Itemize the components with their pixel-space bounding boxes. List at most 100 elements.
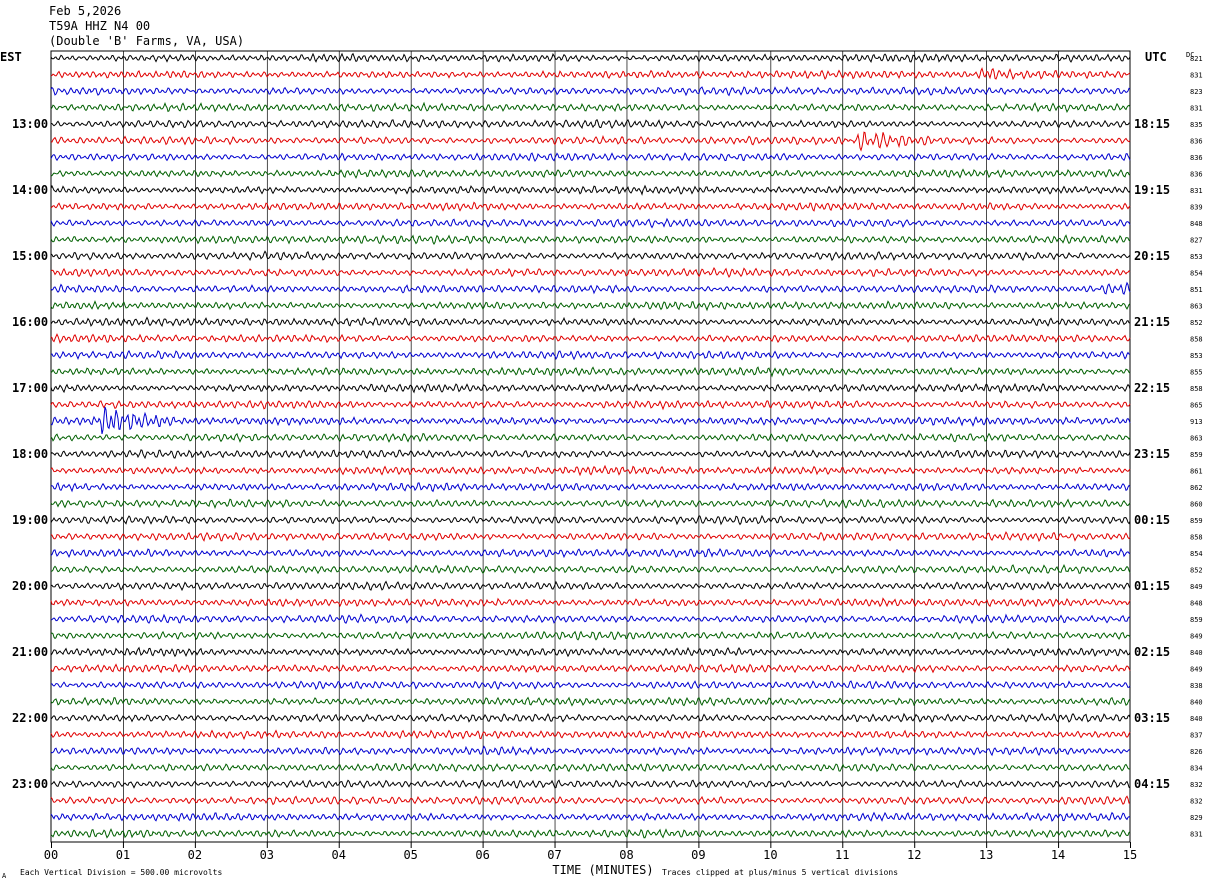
trace-row-22 — [50, 406, 1131, 435]
dc-offset-label: 835 — [1190, 121, 1203, 129]
x-tick-label: 06 — [475, 848, 489, 862]
right-hour-label: 23:15 — [1134, 447, 1170, 461]
right-hour-label: 04:15 — [1134, 777, 1170, 791]
trace-row-20 — [50, 382, 1131, 394]
dc-offset-label: 829 — [1190, 814, 1203, 822]
left-hour-label: 16:00 — [12, 315, 48, 329]
dc-offset-label: 863 — [1190, 303, 1203, 311]
trace-row-17 — [50, 333, 1131, 344]
trace-row-40 — [50, 712, 1131, 723]
left-hour-label: 17:00 — [12, 381, 48, 395]
dc-offset-label: 848 — [1190, 600, 1203, 608]
trace-row-43 — [50, 762, 1131, 773]
trace-row-41 — [50, 729, 1131, 740]
right-hour-label: 22:15 — [1134, 381, 1170, 395]
station-label: T59A HHZ N4 00 — [49, 19, 151, 33]
plot-frame — [50, 50, 1131, 843]
trace-row-6 — [50, 152, 1131, 163]
trace-row-8 — [50, 184, 1131, 196]
trace-row-24 — [50, 449, 1131, 460]
x-tick-label: 13 — [979, 848, 993, 862]
trace-row-27 — [50, 498, 1131, 509]
dc-offset-label: 823 — [1190, 88, 1203, 96]
left-hour-label: 21:00 — [12, 645, 48, 659]
dc-offset-label: 854 — [1190, 270, 1203, 278]
x-tick-label: 05 — [403, 848, 417, 862]
trace-row-11 — [50, 234, 1131, 245]
trace-row-29 — [50, 531, 1131, 543]
trace-row-32 — [50, 580, 1131, 592]
dc-offset-label: 848 — [1190, 220, 1203, 228]
dc-offset-label: 831 — [1190, 105, 1203, 113]
dc-offset-label: 839 — [1190, 204, 1203, 212]
dc-offset-label: 863 — [1190, 435, 1203, 443]
dc-offset-label: 861 — [1190, 468, 1203, 476]
dc-offset-label: 827 — [1190, 237, 1203, 245]
dc-offset-label: 836 — [1190, 171, 1203, 179]
right-hour-label: 01:15 — [1134, 579, 1170, 593]
trace-row-15 — [50, 300, 1131, 312]
x-tick-label: 10 — [763, 848, 777, 862]
x-tick-label: 01 — [116, 848, 130, 862]
dc-offset-label: 853 — [1190, 352, 1203, 360]
dc-offset-label: 840 — [1190, 715, 1203, 723]
x-axis-label: TIME (MINUTES) — [552, 863, 653, 877]
right-hour-label: 19:15 — [1134, 183, 1170, 197]
dc-offset-label: 832 — [1190, 781, 1203, 789]
trace-row-33 — [50, 597, 1131, 608]
trace-row-25 — [50, 464, 1131, 477]
dc-offset-label: 858 — [1190, 336, 1203, 344]
trace-row-23 — [50, 432, 1131, 443]
trace-row-3 — [50, 101, 1131, 113]
right-hour-label: 02:15 — [1134, 645, 1170, 659]
dc-offset-label: 851 — [1190, 286, 1203, 294]
trace-row-44 — [50, 779, 1131, 790]
x-tick-label: 04 — [332, 848, 346, 862]
left-hour-label: 14:00 — [12, 183, 48, 197]
dc-offset-label: 821 — [1190, 55, 1203, 63]
x-tick-label: 14 — [1051, 848, 1065, 862]
trace-row-26 — [50, 482, 1131, 493]
trace-row-35 — [50, 630, 1131, 641]
dc-offset-label: 858 — [1190, 385, 1203, 393]
x-tick-label: 09 — [691, 848, 705, 862]
dc-offset-label: 855 — [1190, 369, 1203, 377]
corner-mark: A — [2, 872, 7, 880]
trace-row-28 — [50, 514, 1131, 526]
right-hour-label: 18:15 — [1134, 117, 1170, 131]
dc-offset-label: 849 — [1190, 666, 1203, 674]
x-tick-label: 15 — [1123, 848, 1137, 862]
right-hour-label: 00:15 — [1134, 513, 1170, 527]
left-hour-label: 22:00 — [12, 711, 48, 725]
dc-offset-label: 859 — [1190, 451, 1203, 459]
left-hour-label: 23:00 — [12, 777, 48, 791]
trace-row-14 — [50, 281, 1131, 296]
right-hour-label: 21:15 — [1134, 315, 1170, 329]
left-timezone-label: EST — [0, 50, 22, 64]
dc-offset-label: 852 — [1190, 567, 1203, 575]
left-hour-label: 19:00 — [12, 513, 48, 527]
dc-header-label: DC — [1186, 51, 1194, 59]
dc-offset-label: 826 — [1190, 748, 1203, 756]
dc-offset-label: 853 — [1190, 253, 1203, 261]
dc-offset-label: 834 — [1190, 765, 1203, 773]
dc-offset-label: 854 — [1190, 550, 1203, 558]
trace-row-1 — [50, 67, 1131, 81]
trace-row-45 — [50, 795, 1131, 806]
trace-row-7 — [50, 168, 1131, 179]
dc-offset-label: 837 — [1190, 732, 1203, 740]
trace-row-5 — [51, 131, 1131, 152]
dc-offset-label: 831 — [1190, 831, 1203, 839]
trace-row-31 — [50, 563, 1131, 575]
dc-offset-label: 913 — [1190, 418, 1203, 426]
trace-row-10 — [50, 217, 1131, 229]
trace-row-9 — [50, 201, 1131, 212]
trace-row-12 — [50, 250, 1131, 262]
date-label: Feb 5,2026 — [49, 4, 122, 18]
scale-note: Each Vertical Division = 500.00 microvol… — [20, 868, 222, 877]
dc-offset-label: 859 — [1190, 616, 1203, 624]
left-hour-label: 13:00 — [12, 117, 48, 131]
x-tick-label: 08 — [619, 848, 633, 862]
x-tick-label: 02 — [188, 848, 202, 862]
